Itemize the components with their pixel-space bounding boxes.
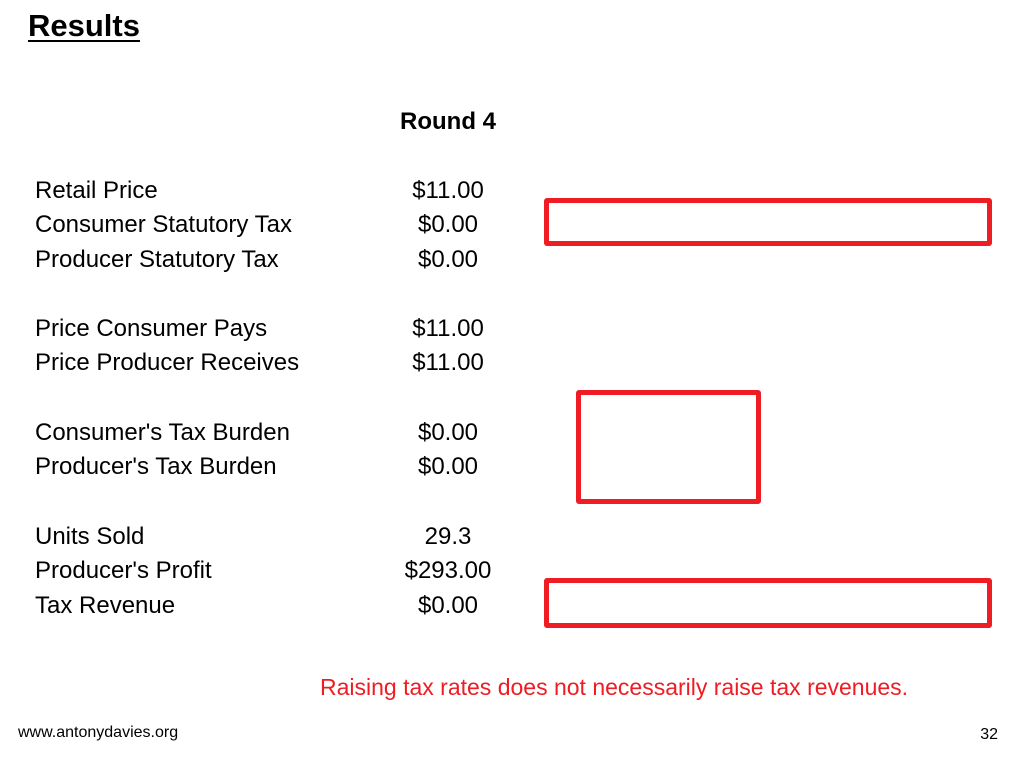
row-label-producer-profit: Producer's Profit — [35, 557, 212, 584]
row-label-retail-price: Retail Price — [35, 177, 158, 204]
highlight-box-tax-revenue — [544, 578, 992, 628]
row-value-retail-price: $11.00 — [412, 177, 484, 204]
row-value-producer-profit: $293.00 — [404, 557, 492, 584]
row-label-consumer-statutory-tax: Consumer Statutory Tax — [35, 211, 293, 238]
column-header-round: Round 4 — [400, 108, 496, 135]
row-value-consumer-tax-burden: $0.00 — [417, 419, 479, 446]
row-value-price-producer-receives: $11.00 — [412, 349, 484, 376]
row-label-tax-revenue: Tax Revenue — [35, 592, 176, 619]
row-value-price-consumer-pays: $11.00 — [412, 315, 484, 342]
row-value-tax-revenue: $0.00 — [417, 592, 479, 619]
row-label-price-consumer-pays: Price Consumer Pays — [35, 315, 268, 342]
row-value-units-sold: 29.3 — [424, 523, 472, 550]
slide-title: Results — [28, 8, 140, 43]
highlight-box-tax-burden — [576, 390, 761, 504]
row-label-consumer-tax-burden: Consumer's Tax Burden — [35, 419, 290, 446]
row-label-units-sold: Units Sold — [35, 523, 145, 550]
row-value-producer-statutory-tax: $0.00 — [417, 246, 479, 273]
row-label-producer-tax-burden: Producer's Tax Burden — [35, 453, 277, 480]
highlight-box-statutory-tax — [544, 198, 992, 246]
row-label-price-producer-receives: Price Producer Receives — [35, 349, 300, 376]
footer-url: www.antonydavies.org — [18, 724, 179, 741]
tax-revenue-note: Raising tax rates does not necessarily r… — [320, 674, 909, 700]
row-value-producer-tax-burden: $0.00 — [417, 453, 479, 480]
row-label-producer-statutory-tax: Producer Statutory Tax — [35, 246, 279, 273]
page-number: 32 — [980, 726, 998, 743]
row-value-consumer-statutory-tax: $0.00 — [417, 211, 479, 238]
